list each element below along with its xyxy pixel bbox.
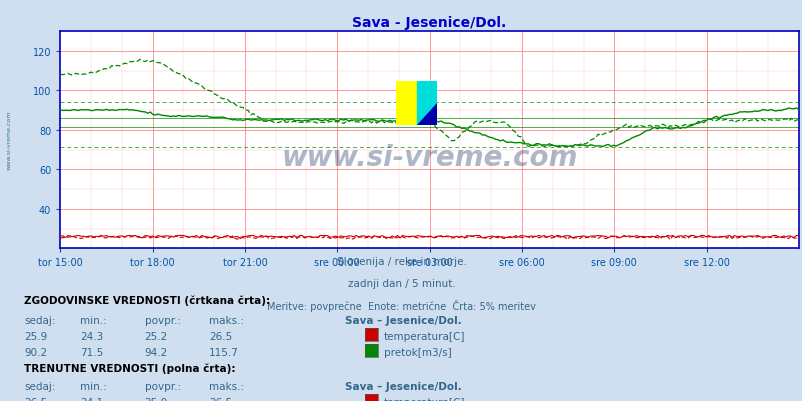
Text: 26.5: 26.5 xyxy=(209,397,232,401)
Bar xyxy=(416,82,436,125)
Text: pretok[m3/s]: pretok[m3/s] xyxy=(383,347,451,357)
Text: ZGODOVINSKE VREDNOSTI (črtkana črta):: ZGODOVINSKE VREDNOSTI (črtkana črta): xyxy=(24,294,270,305)
Text: Sava – Jesenice/Dol.: Sava – Jesenice/Dol. xyxy=(345,381,461,391)
Text: 26.5: 26.5 xyxy=(209,331,232,341)
Text: sedaj:: sedaj: xyxy=(24,315,55,325)
Text: 25.0: 25.0 xyxy=(144,397,168,401)
Text: maks.:: maks.: xyxy=(209,315,244,325)
Text: www.si-vreme.com: www.si-vreme.com xyxy=(281,144,577,172)
Text: www.si-vreme.com: www.si-vreme.com xyxy=(6,111,11,170)
Text: TRENUTNE VREDNOSTI (polna črta):: TRENUTNE VREDNOSTI (polna črta): xyxy=(24,363,235,373)
Text: 90.2: 90.2 xyxy=(24,347,47,357)
Text: 24.3: 24.3 xyxy=(80,331,103,341)
Text: 25.9: 25.9 xyxy=(24,331,47,341)
Text: povpr.:: povpr.: xyxy=(144,381,180,391)
Text: temperatura[C]: temperatura[C] xyxy=(383,397,464,401)
Text: temperatura[C]: temperatura[C] xyxy=(383,331,464,341)
Text: Meritve: povprečne  Enote: metrične  Črta: 5% meritev: Meritve: povprečne Enote: metrične Črta:… xyxy=(267,299,535,311)
Text: zadnji dan / 5 minut.: zadnji dan / 5 minut. xyxy=(347,279,455,289)
Title: Sava - Jesenice/Dol.: Sava - Jesenice/Dol. xyxy=(352,16,506,30)
Text: 25.2: 25.2 xyxy=(144,331,168,341)
Text: Slovenija / reke in morje.: Slovenija / reke in morje. xyxy=(336,257,466,267)
Text: Sava – Jesenice/Dol.: Sava – Jesenice/Dol. xyxy=(345,315,461,325)
Text: 94.2: 94.2 xyxy=(144,347,168,357)
Text: 24.1: 24.1 xyxy=(80,397,103,401)
Text: 115.7: 115.7 xyxy=(209,347,238,357)
Text: 71.5: 71.5 xyxy=(80,347,103,357)
Text: sedaj:: sedaj: xyxy=(24,381,55,391)
Text: 26.5: 26.5 xyxy=(24,397,47,401)
Text: min.:: min.: xyxy=(80,315,107,325)
Text: povpr.:: povpr.: xyxy=(144,315,180,325)
Text: min.:: min.: xyxy=(80,381,107,391)
Polygon shape xyxy=(416,103,436,125)
Bar xyxy=(396,82,416,125)
Text: maks.:: maks.: xyxy=(209,381,244,391)
